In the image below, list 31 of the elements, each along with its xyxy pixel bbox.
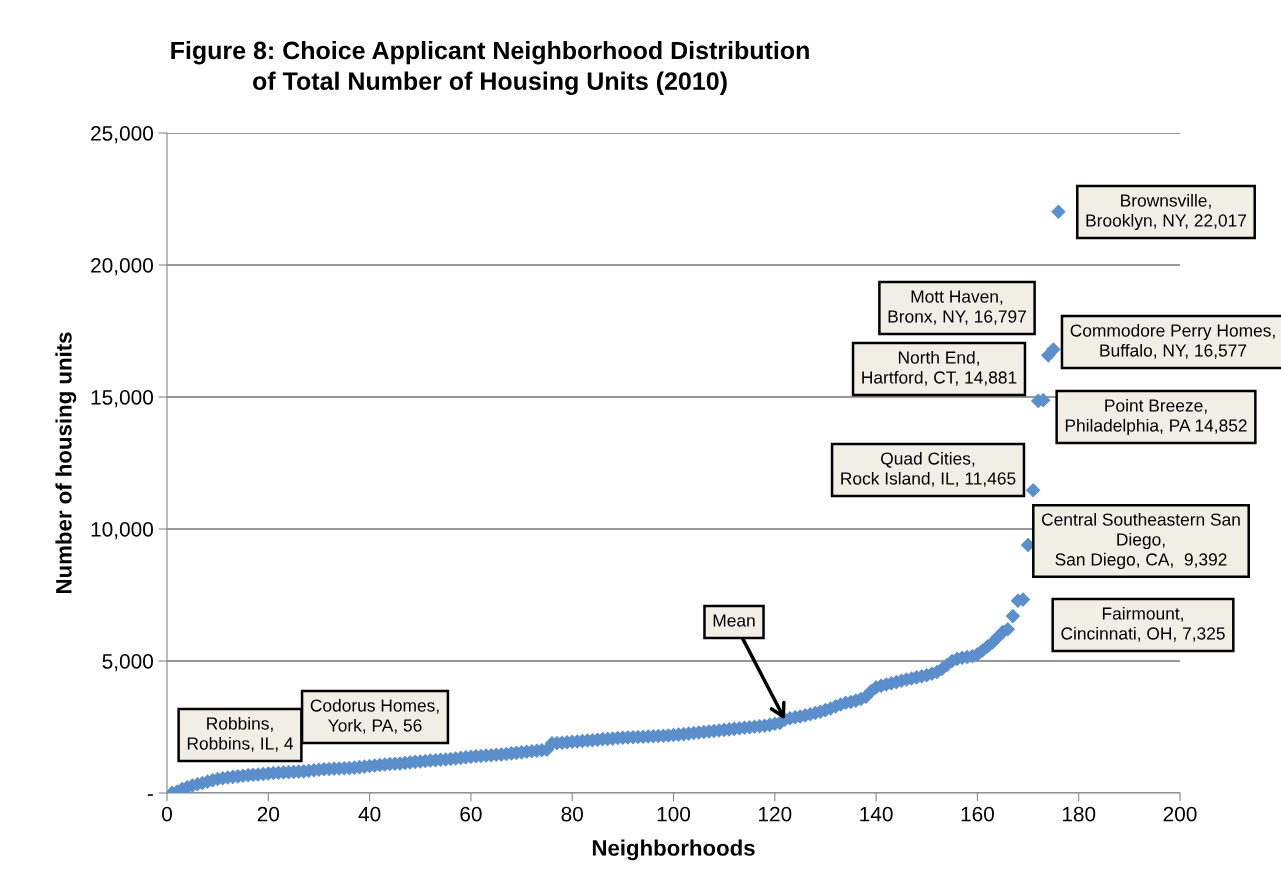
annotation: Robbins, Robbins, IL, 4 (187, 716, 294, 752)
annotation: North End, Hartford, CT, 14,881 (862, 350, 1017, 386)
y-tick-label: 20,000 (91, 258, 153, 276)
x-axis-title: Neighborhoods (592, 839, 755, 861)
x-tick-label: 100 (657, 806, 691, 822)
x-tick-label: 160 (961, 806, 994, 822)
x-tick-label: 120 (759, 806, 792, 822)
y-tick-label: 25,000 (91, 126, 153, 144)
annotation: Fairmount, Cincinnati, OH, 7,325 (1061, 606, 1225, 642)
annotation: Central Southeastern San Diego, San Diego, CA, 9,392 (1042, 512, 1240, 570)
x-tick-label: 200 (1163, 806, 1197, 822)
annotation: Commodore Perry Homes, Buffalo, NY, 16,577 (1070, 323, 1275, 359)
x-tick-label: 80 (561, 806, 583, 822)
x-tick-label: 20 (257, 806, 280, 822)
annotation: Quad Cities, Rock Island, IL, 11,465 (841, 451, 1016, 487)
y-tick-label: 10,000 (91, 522, 153, 540)
x-tick-label: 140 (860, 806, 893, 822)
y-tick-label: 5,000 (102, 654, 153, 672)
x-tick-label: 180 (1062, 806, 1096, 822)
x-tick-label: 40 (358, 806, 381, 822)
annotation: Mott Haven, Bronx, NY, 16,797 (888, 290, 1026, 325)
chart-title: Figure 8: Choice Applicant Neighborhood Distribution of Total Number of Housing Units (2010) (171, 40, 809, 96)
annotation: Brownsville, Brooklyn, NY, 22,017 (1086, 193, 1247, 231)
y-tick-label: 15,000 (91, 390, 153, 408)
x-tick-label: 0 (162, 806, 172, 822)
annotation: Point Breeze, Philadelphia, PA 14,852 (1065, 398, 1247, 436)
y-axis-title: Number of housing units (55, 332, 77, 593)
x-tick-label: 60 (460, 806, 482, 822)
annotation: Mean (713, 614, 755, 627)
annotation: Codorus Homes, York, PA, 56 (310, 698, 439, 734)
y-tick-label: - (147, 794, 153, 796)
